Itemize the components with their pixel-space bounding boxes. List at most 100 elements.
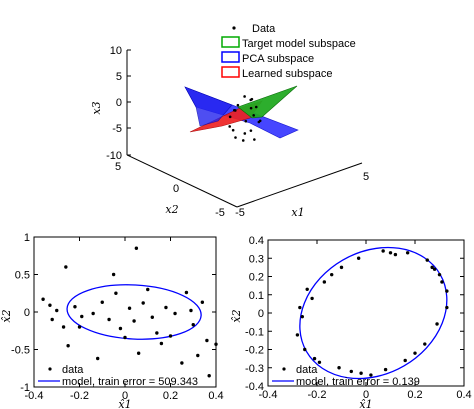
- legend-right: data model, train error = 0.139: [272, 364, 420, 388]
- data-point: [73, 305, 77, 309]
- z-tick-label: 0: [116, 97, 122, 109]
- data-point: [200, 300, 205, 304]
- data-point: [298, 305, 302, 310]
- data-point: [173, 311, 177, 316]
- data-point: [168, 334, 173, 338]
- legend-label: PCA subspace: [242, 53, 314, 65]
- ticks-right: -0.4 -0.2 0 0.2 0.4 0.4 0.3 0.2 0.1 0 -0.1 -0.2 -0.3…: [245, 235, 472, 401]
- data-point: [305, 287, 309, 291]
- data-point: [189, 308, 193, 313]
- y3d-tick-label: -5: [215, 207, 225, 219]
- data-points-3d: [228, 95, 262, 142]
- data-point: [207, 374, 211, 378]
- data-point: [241, 139, 245, 142]
- data-point: [381, 249, 385, 253]
- data-point: [249, 129, 253, 132]
- y-tick-label: 0.3: [249, 253, 264, 265]
- y-tick-label: -1: [20, 382, 30, 394]
- legend-left: data model, train error = 509.343: [38, 364, 198, 388]
- data-point: [164, 305, 168, 310]
- y-tick-label: 0.1: [249, 290, 264, 302]
- data-point: [228, 125, 231, 128]
- chart-right: -0.4 -0.2 0 0.2 0.4 0.4 0.3 0.2 0.1 0 -0.1 -0.2 -0.3…: [230, 235, 472, 409]
- ticks-left: -0.4 -0.2 0 0.2 0.4 1 0.5 0 -0.5 -1: [11, 232, 224, 402]
- data-point: [111, 272, 116, 277]
- x3d-tick-label: -5: [235, 207, 245, 219]
- data-point: [300, 314, 304, 319]
- data-point: [445, 305, 449, 310]
- legend-data-marker: [48, 367, 52, 371]
- data-point: [435, 322, 439, 326]
- legend-label: Data: [252, 23, 276, 35]
- data-point: [339, 265, 344, 270]
- data-point: [96, 356, 100, 361]
- floor-front-left-line: [126, 154, 238, 208]
- data-point: [234, 136, 237, 139]
- x-tick-label: -0.4: [259, 389, 278, 401]
- y-tick-label: 0: [258, 308, 264, 320]
- data-point: [423, 342, 427, 346]
- data-point: [41, 297, 45, 301]
- data-point: [127, 306, 132, 310]
- z-tick-label: 10: [110, 45, 122, 57]
- x-tick-label: 0: [122, 390, 128, 402]
- data-point: [393, 252, 398, 257]
- data-point: [196, 353, 200, 358]
- data-point: [430, 265, 434, 270]
- plot-area-left: [33, 236, 217, 388]
- data-point: [228, 115, 232, 119]
- data-point: [349, 369, 353, 374]
- data-point: [440, 280, 444, 284]
- data-point: [64, 265, 68, 269]
- y-tick-label: 0.4: [249, 235, 264, 247]
- legend-learned-swatch: [221, 66, 240, 78]
- target-subspace-plane: [237, 85, 298, 119]
- legend-label: Learned subspace: [242, 68, 333, 80]
- legend-label: model, train error = 509.343: [62, 376, 198, 388]
- data-point: [55, 308, 59, 313]
- data-point: [445, 289, 449, 293]
- x-tick-label: 0.2: [163, 390, 178, 402]
- data-point: [123, 335, 127, 340]
- x-tick-label: -0.2: [308, 389, 327, 401]
- data-point: [258, 119, 262, 123]
- y-tick-label: -0.5: [11, 345, 30, 357]
- data-point: [388, 251, 393, 255]
- y-tick-label: 1: [24, 232, 30, 244]
- data-point: [432, 267, 437, 271]
- chart-3d: 10 5 0 -5 -10 x3 5 0 -5 x2 -5 5 x1 Data …: [90, 23, 369, 219]
- data-point: [107, 317, 111, 322]
- data-point: [243, 95, 246, 98]
- data-point: [322, 280, 327, 284]
- z-tick-label: -5: [112, 123, 122, 135]
- x-tick-label: 0.4: [456, 389, 471, 401]
- data-point: [254, 105, 258, 109]
- y3d-tick-label: 5: [115, 161, 121, 173]
- data-point: [413, 351, 417, 355]
- data-point: [236, 103, 240, 107]
- y-tick-label: -0.1: [245, 326, 264, 338]
- data-point: [205, 338, 209, 343]
- x-tick-label: -0.2: [70, 390, 89, 402]
- legend-3d: Data Target model subspace PCA subspace …: [221, 23, 356, 80]
- data-point: [233, 108, 236, 112]
- data-point: [356, 256, 361, 260]
- data-point: [303, 347, 307, 352]
- data-point: [383, 367, 388, 372]
- y-axis-label: x̂2: [0, 309, 13, 322]
- data-point: [66, 344, 70, 348]
- data-point: [114, 291, 118, 295]
- data-point: [253, 138, 256, 141]
- data-points-right: [295, 249, 449, 377]
- data-point: [118, 326, 123, 331]
- data-point: [252, 114, 255, 117]
- legend-label: Target model subspace: [242, 38, 356, 50]
- data-point: [48, 303, 52, 307]
- y-tick-label: -0.3: [245, 363, 264, 375]
- data-point: [136, 351, 141, 355]
- x-axis-label: x̂1: [359, 398, 372, 409]
- legend-label: model, train error = 0.139: [296, 376, 420, 388]
- data-point: [437, 272, 442, 277]
- y3d-tick-label: 0: [173, 183, 179, 195]
